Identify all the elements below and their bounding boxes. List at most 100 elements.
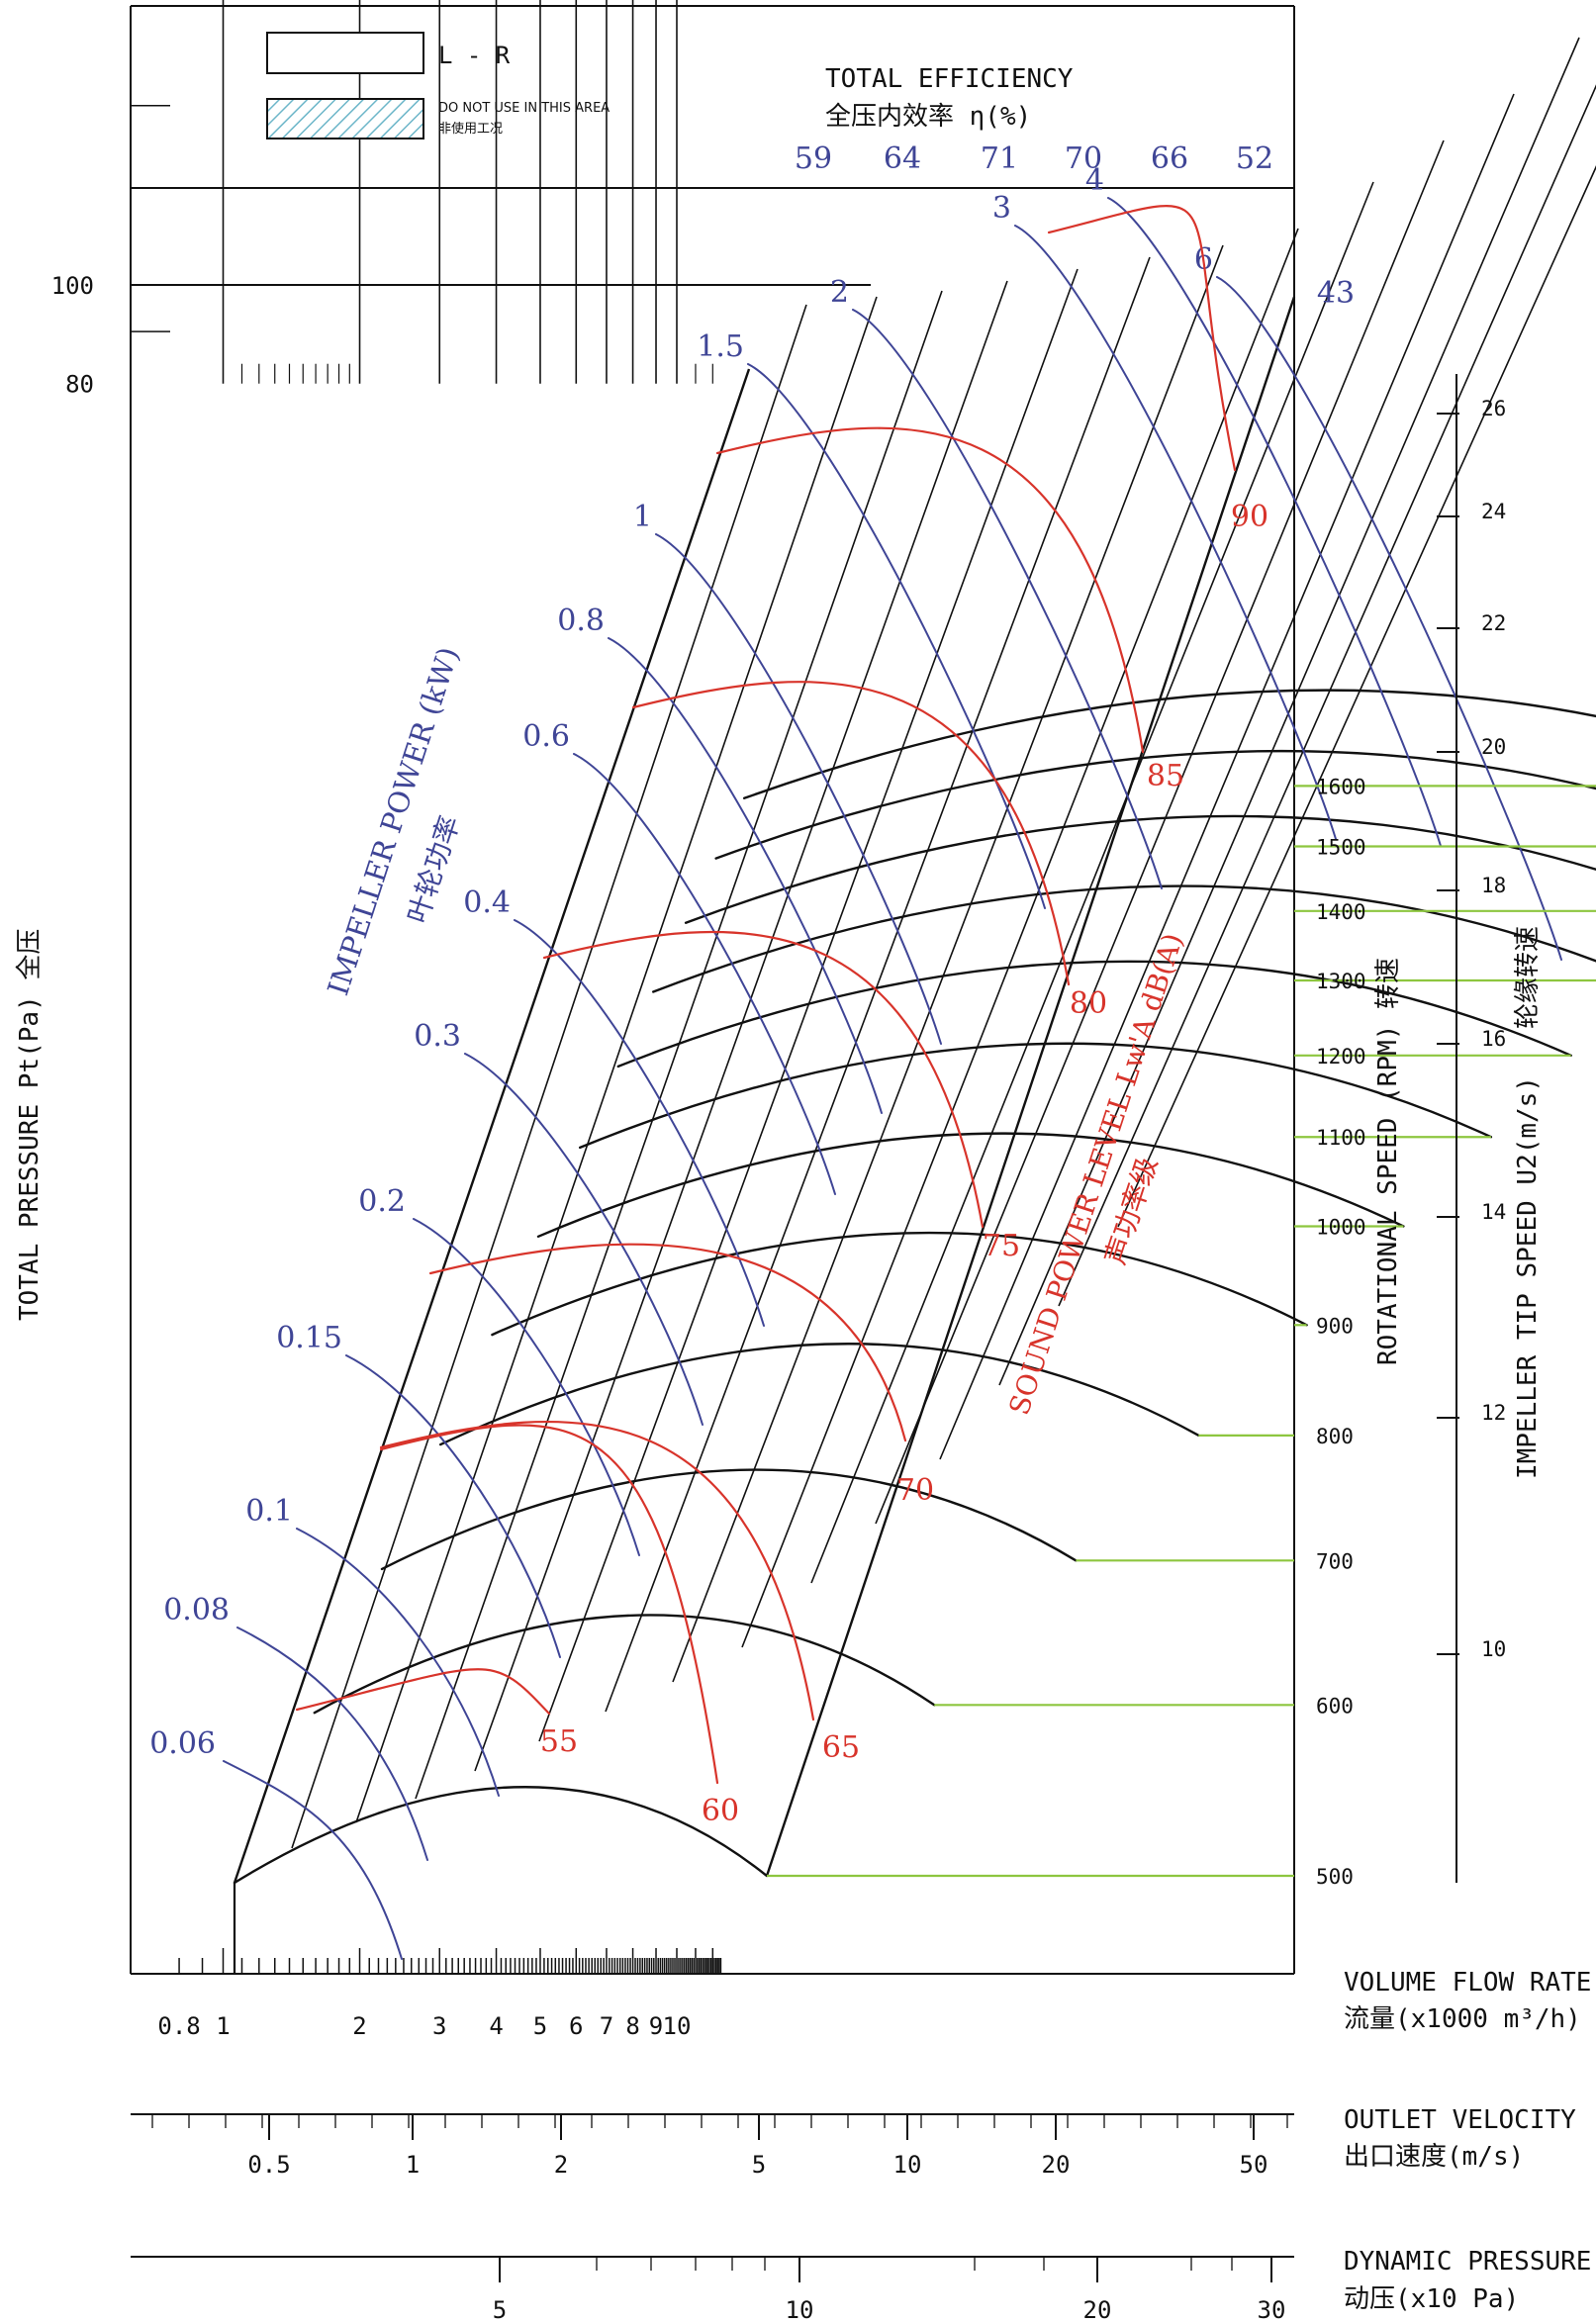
sound-curve	[1047, 205, 1237, 472]
tip-speed-tick-label: 14	[1481, 1200, 1506, 1224]
velocity-tick-label: 2	[554, 2151, 568, 2179]
x-axis-title-cn: 流量(x1000 m³/h)	[1344, 2004, 1581, 2034]
efficiency-title-en: TOTAL EFFICIENCY	[825, 64, 1074, 94]
x-tick-label: 5	[533, 2012, 547, 2040]
velocity-axis-title-cn: 出口速度(m/s)	[1344, 2142, 1524, 2172]
power-curve	[608, 637, 883, 1114]
tip-speed-tick-label: 22	[1481, 611, 1506, 635]
power-label: 2	[830, 275, 849, 310]
speed-curve	[743, 689, 1596, 799]
velocity-axis-title-en: OUTLET VELOCITY	[1344, 2105, 1576, 2135]
x-tick-label: 7	[600, 2012, 613, 2040]
power-curve	[223, 1760, 403, 1960]
x-tick-label: 8	[625, 2012, 639, 2040]
sound-curve	[631, 681, 1071, 986]
power-label: 0.4	[463, 885, 511, 920]
velocity-tick-label: 5	[752, 2151, 766, 2179]
sound-curve	[542, 930, 985, 1229]
speed-curve	[536, 1132, 1405, 1238]
rpm-tick-label: 500	[1316, 1865, 1354, 1889]
rpm-tick-label: 1500	[1316, 835, 1366, 859]
velocity-tick-label: 10	[893, 2151, 922, 2179]
efficiency-label: 71	[981, 141, 1018, 176]
tip-speed-tick-label: 10	[1481, 1637, 1506, 1661]
velocity-tick-label: 50	[1240, 2151, 1268, 2179]
chart-right-boundary	[765, 296, 1296, 1877]
x-tick-label: 3	[432, 2012, 446, 2040]
power-label: 0.06	[149, 1726, 216, 1761]
y-tick-label: 80	[65, 371, 94, 399]
tip-speed-tick-label: 12	[1481, 1401, 1506, 1425]
speed-curve	[491, 1231, 1308, 1337]
sound-label: 75	[983, 1229, 1020, 1263]
dynamic-axis-title-en: DYNAMIC PRESSURE	[1344, 2247, 1591, 2277]
efficiency-label: 70	[1065, 141, 1102, 176]
power-curve	[1014, 225, 1337, 840]
resistance-line	[998, 37, 1580, 1386]
power-curve	[514, 919, 765, 1327]
power-curve	[1107, 197, 1442, 847]
rpm-tick-label: 1600	[1316, 775, 1366, 798]
resistance-line	[355, 296, 878, 1823]
power-curve	[464, 1053, 704, 1426]
power-curve	[413, 1218, 640, 1556]
speed-curve	[313, 1614, 936, 1715]
x-tick-label: 6	[569, 2012, 583, 2040]
resistance-line	[291, 304, 807, 1849]
speed-curve	[579, 1042, 1493, 1150]
rpm-tick-label: 1000	[1316, 1215, 1366, 1239]
legend-hatch-label-2: 非使用工况	[438, 121, 503, 137]
x-tick-label: 2	[352, 2012, 366, 2040]
rpm-tick-label: 900	[1316, 1314, 1354, 1338]
resistance-line	[741, 228, 1299, 1648]
speed-curve	[616, 960, 1572, 1069]
rpm-tick-label: 700	[1316, 1549, 1354, 1573]
rpm-tick-label: 1400	[1316, 900, 1366, 924]
resistance-line	[538, 268, 1079, 1742]
tip-speed-tick-label: 26	[1481, 397, 1506, 420]
sound-label: 60	[702, 1794, 739, 1828]
resistance-line	[875, 139, 1445, 1525]
power-label: 1.5	[697, 329, 744, 364]
sound-label: 55	[540, 1724, 578, 1759]
resistance-line	[672, 244, 1224, 1683]
speed-curve	[652, 884, 1596, 993]
power-curve	[345, 1354, 561, 1658]
dynamic-tick-label: 20	[1083, 2296, 1112, 2324]
rpm-tick-label: 1300	[1316, 970, 1366, 993]
tip-speed-axis-title: IMPELLER TIP SPEED U2(m/s)	[1513, 1076, 1543, 1479]
power-curve	[296, 1528, 500, 1797]
power-curve	[1216, 276, 1562, 961]
power-label: 1	[633, 500, 652, 534]
velocity-tick-label: 0.5	[247, 2151, 290, 2179]
resistance-line	[1058, 84, 1596, 1307]
power-label: 0.3	[414, 1019, 461, 1054]
legend-lr-label: L - R	[438, 42, 511, 69]
rpm-tick-label: 600	[1316, 1694, 1354, 1718]
efficiency-label: 66	[1151, 141, 1188, 176]
rpm-tick-label: 800	[1316, 1425, 1354, 1448]
sound-curve	[428, 1243, 907, 1442]
x-tick-label: 9	[649, 2012, 663, 2040]
sound-curve	[295, 1668, 551, 1716]
dynamic-axis-title-cn: 动压(x10 Pa)	[1344, 2284, 1519, 2314]
chart-left-boundary	[233, 368, 751, 1884]
speed-curve	[684, 814, 1596, 924]
sound-curve	[715, 426, 1145, 754]
x-axis-title-en: VOLUME FLOW RATE	[1344, 1968, 1591, 1998]
legend-hatch-swatch	[266, 98, 424, 139]
dynamic-tick-label: 10	[786, 2296, 814, 2324]
tip-speed-tick-label: 20	[1481, 735, 1506, 759]
power-label: 0.6	[522, 719, 570, 754]
power-label: 3	[992, 191, 1011, 226]
power-label: 0.1	[245, 1494, 293, 1529]
dynamic-tick-label: 5	[493, 2296, 507, 2324]
sound-label: 65	[822, 1730, 860, 1765]
velocity-tick-label: 20	[1042, 2151, 1071, 2179]
x-tick-label: 10	[663, 2012, 692, 2040]
tip-speed-tick-label: 24	[1481, 500, 1506, 523]
power-label: 4	[1085, 163, 1104, 198]
tip-speed-axis-title-cn: 轮缘转速	[1513, 926, 1543, 1029]
speed-curve	[380, 1468, 1078, 1571]
